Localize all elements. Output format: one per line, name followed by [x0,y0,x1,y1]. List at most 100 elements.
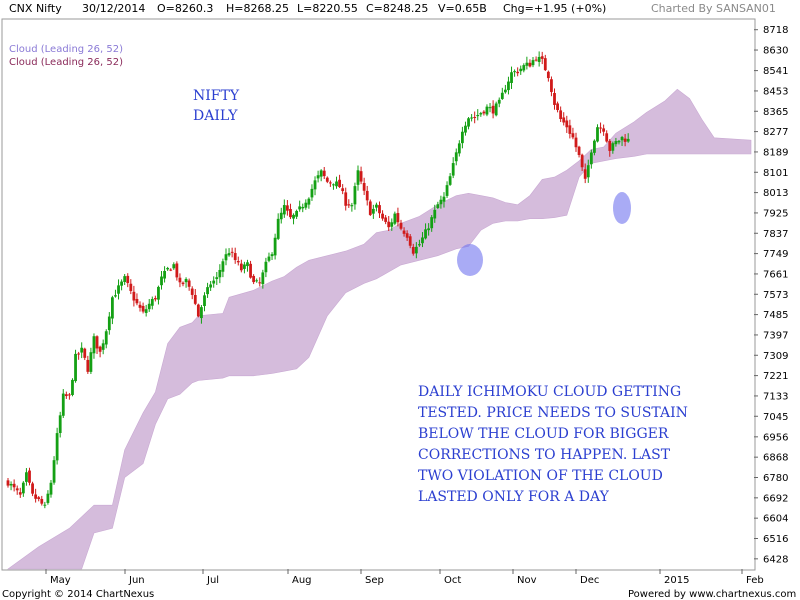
candle-body [559,110,563,120]
candle [21,481,25,497]
candle [160,270,163,290]
candle [107,312,111,335]
highlight-circle-oct [457,244,483,276]
candle [534,56,538,62]
candle-body [418,244,421,246]
candle [184,277,188,288]
candle-body [196,304,200,317]
candle-body [74,353,77,382]
candle [626,133,630,143]
candle-body [399,222,403,229]
y-tick-label: 7485 [763,310,788,321]
annotation-note: DAILY ICHIMOKU CLOUD GETTING TESTED. PRI… [418,384,688,505]
candle-body [313,180,317,190]
candle [292,213,295,225]
candle [623,134,627,147]
candle [350,202,354,212]
candle [408,233,412,249]
candle-body [110,297,114,319]
candle-body [402,230,406,234]
candle-body [316,175,320,179]
y-tick-label: 8630 [763,46,788,57]
candle-body [310,188,314,198]
candle-body [451,163,455,176]
candle [448,173,452,186]
candle [433,204,437,223]
candle [381,210,384,221]
candle [282,199,286,218]
candle-body [264,261,268,273]
candle [565,115,569,133]
candle [279,207,283,224]
x-tick-label: Aug [292,575,312,586]
candle-body [626,138,630,142]
candle [332,183,335,190]
candle [460,126,464,149]
header-open: O=8260.3 [157,2,213,15]
x-tick-label: Oct [444,575,461,586]
candle [135,293,139,306]
candle [562,112,566,126]
candle [92,333,96,359]
annotation-note-line: CORRECTIONS TO HAPPEN. LAST [418,447,671,463]
candle [221,258,225,278]
candle-body [608,140,612,151]
candle-body [522,65,526,71]
candle-body [28,470,31,483]
candle [519,65,523,75]
candle-body [6,480,10,486]
candle [589,149,593,169]
candle-body [249,263,252,278]
y-tick-label: 6956 [763,432,788,443]
candle-body [507,81,510,91]
candle [218,264,222,284]
candle [516,67,520,77]
candle [586,159,590,183]
candle-body [494,103,498,116]
candle [313,176,317,196]
candle [347,199,351,208]
candle-body [470,117,474,119]
candle-body [255,280,259,282]
candle-body [107,316,111,331]
candle-body [473,117,477,119]
candle-body [565,120,569,128]
candles-layer [6,51,630,509]
candle [507,76,510,95]
candle-body [503,89,507,93]
candle-body [153,298,157,300]
candle [353,182,357,210]
candle-body [513,71,516,73]
candle-body [500,92,504,99]
candle-body [325,177,329,182]
candle [285,200,289,216]
y-tick-label: 7749 [763,249,788,260]
candle-body [298,206,302,210]
candle [611,141,615,154]
candle [553,88,556,110]
candle [614,137,618,147]
candle [175,261,179,281]
candle [295,209,299,219]
header-close: C=8248.25 [366,2,428,15]
candle [37,495,41,502]
candle [402,227,406,237]
y-tick-label: 6516 [763,534,788,545]
candle [190,286,194,300]
candle [172,262,176,270]
candle [571,127,575,140]
candle-body [491,105,495,114]
candle-body [497,99,501,104]
candle-body [534,59,538,61]
y-tick-label: 7221 [763,371,788,382]
annotation-title-line1: NIFTY [193,88,240,104]
y-tick-label: 7045 [763,412,788,423]
candle [418,239,421,247]
candle-body [482,111,486,114]
x-axis: May Jun Jul Aug Sep Oct Nov Dec 2015 Feb [45,569,764,586]
candle-body [193,295,197,304]
candle [215,271,219,285]
candle-body [227,253,231,256]
candle [325,176,329,184]
